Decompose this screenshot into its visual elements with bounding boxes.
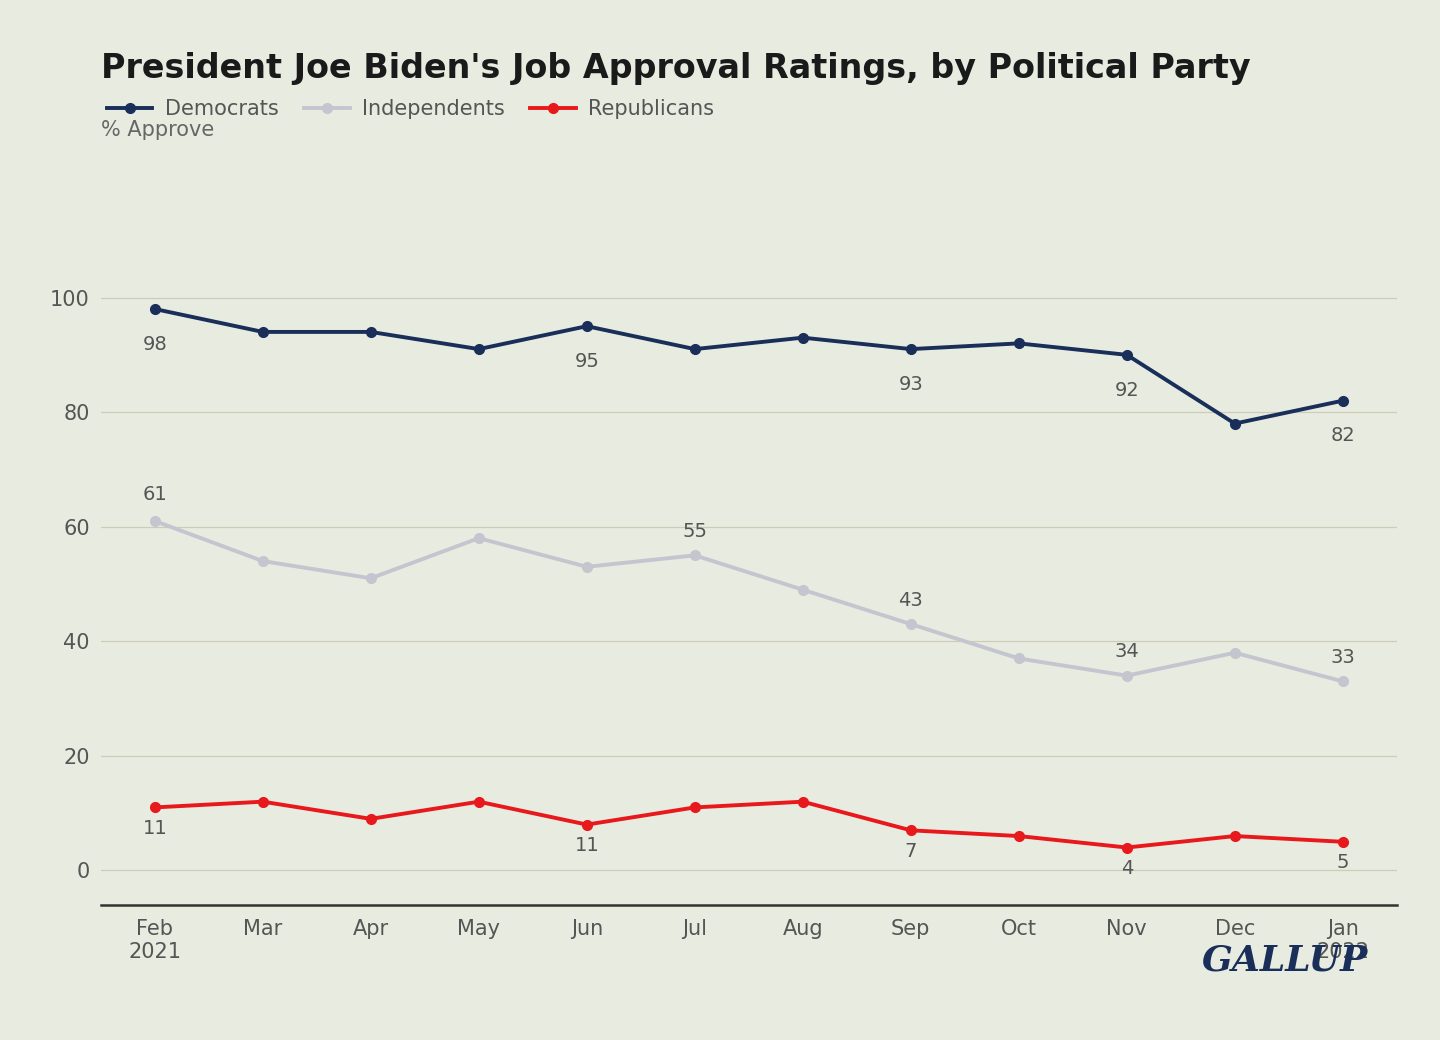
Text: 55: 55 — [683, 522, 707, 541]
Independents — [685, 549, 703, 562]
Independents — [1227, 647, 1244, 659]
Democrats — [147, 303, 164, 315]
Independents — [469, 531, 487, 544]
Independents — [1011, 652, 1028, 665]
Text: % Approve: % Approve — [101, 120, 215, 139]
Republicans — [255, 796, 272, 808]
Line: Independents: Independents — [150, 516, 1348, 686]
Republicans — [363, 812, 380, 825]
Independents — [795, 583, 812, 596]
Text: 11: 11 — [575, 836, 599, 855]
Republicans — [901, 824, 919, 836]
Republicans — [1011, 830, 1028, 842]
Independents — [1117, 670, 1135, 682]
Independents — [363, 572, 380, 584]
Democrats — [1011, 337, 1028, 349]
Text: 61: 61 — [143, 485, 167, 503]
Democrats — [577, 320, 596, 333]
Independents — [577, 561, 596, 573]
Democrats — [363, 326, 380, 338]
Republicans — [147, 801, 164, 813]
Text: 5: 5 — [1336, 853, 1349, 873]
Republicans — [685, 801, 703, 813]
Democrats — [795, 332, 812, 344]
Republicans — [795, 796, 812, 808]
Democrats — [1117, 348, 1135, 361]
Democrats — [685, 343, 703, 356]
Text: 93: 93 — [899, 374, 923, 394]
Text: 7: 7 — [904, 841, 917, 861]
Republicans — [577, 818, 596, 831]
Text: 34: 34 — [1115, 643, 1139, 661]
Independents — [147, 515, 164, 527]
Democrats — [1333, 394, 1351, 407]
Republicans — [469, 796, 487, 808]
Line: Republicans: Republicans — [150, 797, 1348, 853]
Republicans — [1333, 835, 1351, 848]
Text: 82: 82 — [1331, 426, 1355, 445]
Text: President Joe Biden's Job Approval Ratings, by Political Party: President Joe Biden's Job Approval Ratin… — [101, 52, 1250, 85]
Text: 92: 92 — [1115, 381, 1139, 399]
Text: 95: 95 — [575, 352, 599, 371]
Democrats — [1227, 417, 1244, 430]
Legend: Democrats, Independents, Republicans: Democrats, Independents, Republicans — [98, 90, 723, 127]
Independents — [255, 554, 272, 567]
Text: 11: 11 — [143, 818, 167, 838]
Line: Democrats: Democrats — [150, 304, 1348, 428]
Democrats — [901, 343, 919, 356]
Independents — [1333, 675, 1351, 687]
Independents — [901, 618, 919, 630]
Text: 33: 33 — [1331, 648, 1355, 667]
Democrats — [469, 343, 487, 356]
Text: 4: 4 — [1120, 859, 1133, 878]
Text: GALLUP: GALLUP — [1202, 943, 1368, 978]
Republicans — [1117, 841, 1135, 854]
Democrats — [255, 326, 272, 338]
Republicans — [1227, 830, 1244, 842]
Text: 98: 98 — [143, 335, 167, 354]
Text: 43: 43 — [899, 591, 923, 609]
